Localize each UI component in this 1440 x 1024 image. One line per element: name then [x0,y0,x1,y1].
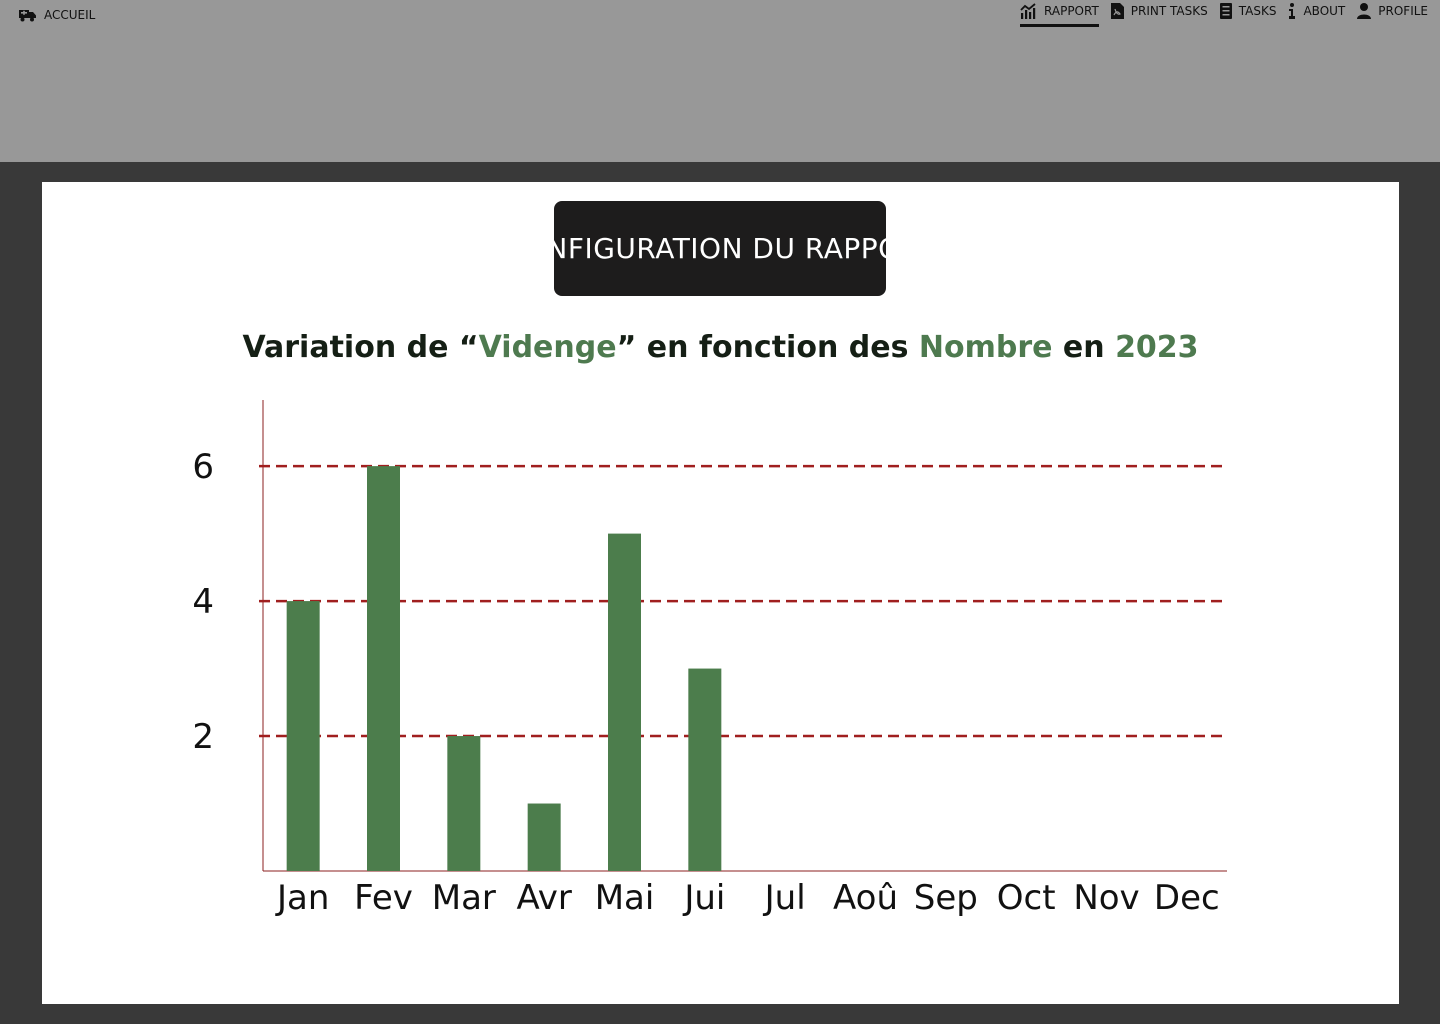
chart-icon [1020,3,1037,19]
chart-title-part: en [1052,330,1116,365]
bar [286,601,320,871]
x-tick-label: Avr [516,878,571,918]
chart-title-year: 2023 [1115,330,1199,365]
home-link[interactable]: ACCUEIL [19,8,95,22]
chart-title-measure: Nombre [918,330,1053,365]
report-panel: CONFIGURATION DU RAPPORT Variation de “V… [42,182,1399,1004]
bar [367,466,400,871]
list-icon [1219,3,1232,19]
nav-item-label: ABOUT [1303,4,1346,18]
bar [688,668,722,871]
bar [527,803,561,871]
x-tick-label: Nov [1073,878,1139,918]
nav-item-profile[interactable]: PROFILE [1357,2,1428,24]
home-label: ACCUEIL [44,8,96,22]
x-tick-label: Jan [275,878,329,918]
x-tick-label: Jui [682,878,725,918]
nav-item-label: PRINT TASKS [1130,4,1208,18]
y-tick-label: 4 [192,582,214,622]
chart-title-part: Variation de “ [242,330,479,365]
x-tick-label: Oct [997,878,1056,918]
main-nav: RAPPORT PRINT TASKS TASKS [1020,2,1428,27]
info-icon [1288,3,1296,19]
x-tick-label: Fev [354,878,413,918]
x-tick-label: Jul [763,878,806,918]
bar [608,533,641,871]
x-tick-label: Mar [432,878,496,918]
report-config-label: CONFIGURATION DU RAPPORT [554,232,886,265]
nav-item-about[interactable]: ABOUT [1288,2,1345,24]
pdf-file-icon [1110,3,1124,19]
bar-chart: 2 4 6 Jan Fev Mar Avr Mai Jui Jul Aoû Sep Oct Nov Dec [192,400,1227,918]
bar [447,736,481,871]
chart-title-part: ” en fonction des [616,330,919,365]
nav-item-print-tasks[interactable]: PRINT TASKS [1110,2,1208,24]
x-tick-label: Aoû [833,878,898,918]
x-tick-label: Dec [1154,878,1220,918]
report-config-button[interactable]: CONFIGURATION DU RAPPORT [554,201,886,296]
y-tick-label: 6 [192,447,214,487]
chart-title: Variation de “Videnge” en fonction des N… [42,330,1399,365]
top-bar: ACCUEIL RAPPORT PRINT TAS [0,0,1440,162]
nav-item-label: RAPPORT [1044,4,1099,18]
user-icon [1357,3,1372,19]
nav-item-rapport[interactable]: RAPPORT [1020,2,1099,27]
y-tick-label: 2 [192,717,214,757]
chart-title-metric: Videnge [478,330,617,365]
nav-item-label: PROFILE [1378,4,1428,18]
x-tick-label: Mai [595,878,655,918]
truck-icon [19,9,36,22]
x-tick-label: Sep [914,878,978,918]
nav-item-tasks[interactable]: TASKS [1219,2,1277,24]
nav-item-label: TASKS [1238,4,1277,18]
